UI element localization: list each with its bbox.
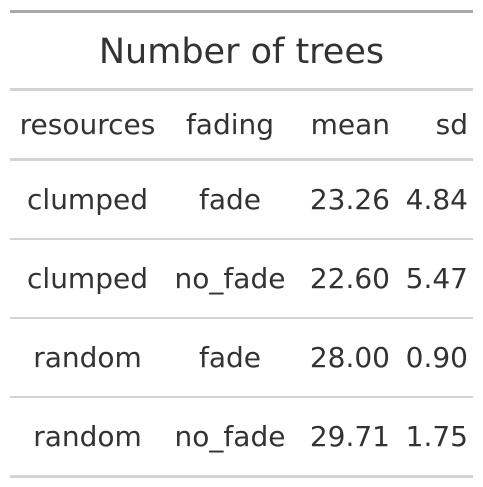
row-divider bbox=[10, 396, 473, 398]
table-title: Number of trees bbox=[98, 32, 385, 72]
column-header-resources: resources bbox=[19, 108, 156, 141]
cell-mean: 29.71 bbox=[309, 420, 390, 453]
table-row: random fade 28.00 0.90 bbox=[10, 319, 473, 396]
row-divider bbox=[10, 238, 473, 240]
table-bottom-border bbox=[10, 475, 473, 478]
table-top-border bbox=[10, 10, 473, 13]
cell-resources: random bbox=[33, 420, 142, 453]
cell-mean: 22.60 bbox=[309, 262, 390, 295]
data-table: Number of trees resources fading mean sd… bbox=[10, 10, 473, 478]
cell-sd: 0.90 bbox=[405, 341, 468, 374]
cell-sd: 5.47 bbox=[405, 262, 468, 295]
row-divider bbox=[10, 317, 473, 319]
column-header-mean: mean bbox=[310, 108, 390, 141]
header-row: resources fading mean sd bbox=[10, 91, 473, 158]
cell-resources: clumped bbox=[27, 262, 148, 295]
cell-sd: 4.84 bbox=[405, 183, 468, 216]
header-divider bbox=[10, 158, 473, 161]
column-header-sd: sd bbox=[435, 108, 468, 141]
table-row: clumped no_fade 22.60 5.47 bbox=[10, 240, 473, 317]
table-row: random no_fade 29.71 1.75 bbox=[10, 398, 473, 475]
cell-fading: no_fade bbox=[174, 420, 286, 453]
cell-fading: no_fade bbox=[174, 262, 286, 295]
cell-resources: random bbox=[33, 341, 142, 374]
table-row: clumped fade 23.26 4.84 bbox=[10, 161, 473, 238]
cell-fading: fade bbox=[198, 341, 261, 374]
cell-mean: 28.00 bbox=[309, 341, 390, 374]
cell-fading: fade bbox=[198, 183, 261, 216]
title-divider bbox=[10, 88, 473, 91]
column-header-fading: fading bbox=[185, 108, 275, 141]
cell-sd: 1.75 bbox=[405, 420, 468, 453]
cell-mean: 23.26 bbox=[309, 183, 390, 216]
cell-resources: clumped bbox=[27, 183, 148, 216]
